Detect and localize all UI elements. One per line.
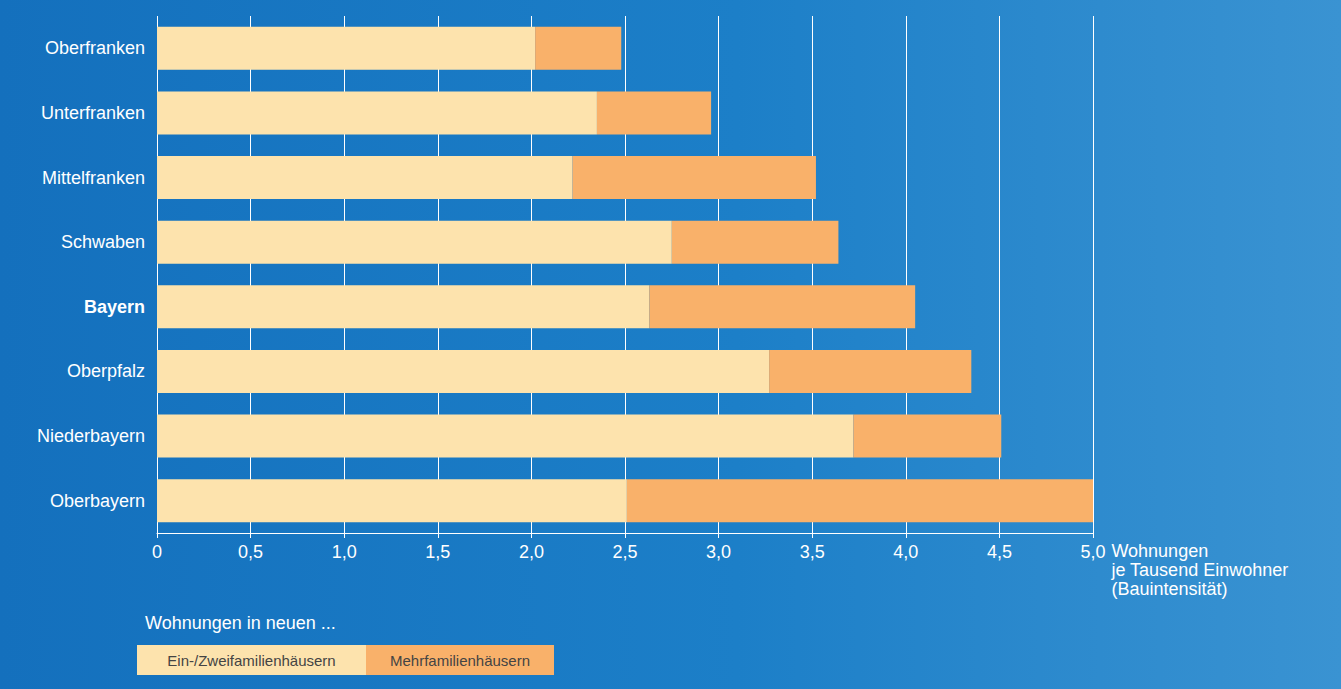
svg-text:Oberbayern: Oberbayern (50, 491, 145, 511)
svg-text:Ein-/Zweifamilienhäusern: Ein-/Zweifamilienhäusern (167, 652, 335, 669)
svg-text:4,0: 4,0 (893, 542, 918, 562)
svg-text:1,0: 1,0 (332, 542, 357, 562)
svg-text:Niederbayern: Niederbayern (37, 426, 145, 446)
svg-text:0: 0 (152, 542, 162, 562)
svg-text:(Bauintensität): (Bauintensität) (1111, 579, 1227, 599)
svg-text:5,0: 5,0 (1080, 542, 1105, 562)
svg-text:4,5: 4,5 (987, 542, 1012, 562)
svg-text:0,5: 0,5 (238, 542, 263, 562)
svg-text:Mehrfamilienhäusern: Mehrfamilienhäusern (390, 652, 530, 669)
svg-text:2,0: 2,0 (519, 542, 544, 562)
svg-text:2,5: 2,5 (612, 542, 637, 562)
svg-text:Mittelfranken: Mittelfranken (42, 168, 145, 188)
svg-text:Bayern: Bayern (84, 297, 145, 317)
svg-text:1,5: 1,5 (425, 542, 450, 562)
svg-text:3,5: 3,5 (800, 542, 825, 562)
svg-text:3,0: 3,0 (706, 542, 731, 562)
svg-text:Unterfranken: Unterfranken (41, 103, 145, 123)
svg-text:Wohnungen: Wohnungen (1111, 541, 1208, 561)
svg-text:Oberpfalz: Oberpfalz (67, 361, 145, 381)
svg-text:Schwaben: Schwaben (61, 232, 145, 252)
svg-text:Wohnungen in neuen ...: Wohnungen in neuen ... (145, 613, 336, 633)
svg-text:je Tausend Einwohner: je Tausend Einwohner (1110, 560, 1288, 580)
svg-text:Oberfranken: Oberfranken (45, 38, 145, 58)
